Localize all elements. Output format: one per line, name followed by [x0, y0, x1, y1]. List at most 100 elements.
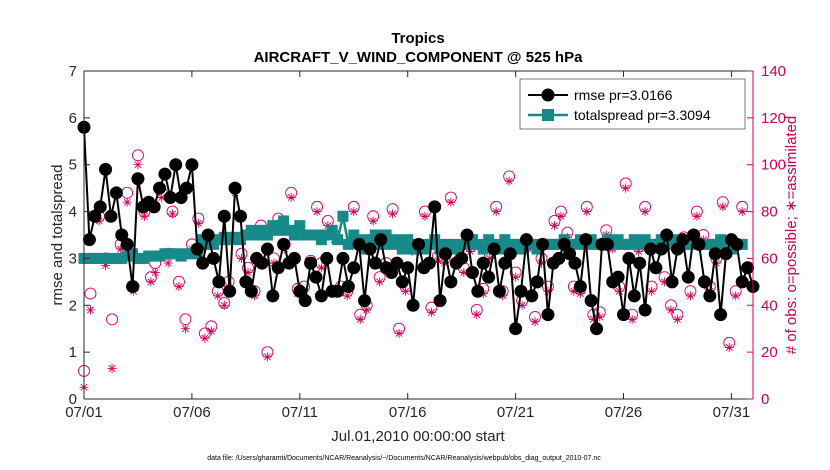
rmse-point [692, 237, 706, 251]
rmse-point [741, 261, 755, 275]
obs-assimilated-point [193, 218, 203, 228]
y-tick-label: 6 [69, 110, 77, 127]
rmse-point [617, 308, 631, 322]
obs-assimilated-point [362, 305, 372, 315]
y-right-tick-label: 80 [761, 204, 778, 221]
rmse-point [406, 298, 420, 312]
obs-assimilated-point [472, 310, 482, 320]
obs-assimilated-point [685, 291, 695, 301]
obs-assimilated-point [491, 207, 501, 217]
legend-box [519, 78, 746, 130]
rmse-point [277, 237, 291, 251]
rmse-point [309, 270, 323, 284]
rmse-point [304, 256, 318, 270]
obs-assimilated-point [549, 221, 559, 231]
rmse-point [395, 275, 409, 289]
rmse-point [212, 275, 226, 289]
y-tick-label: 3 [69, 250, 77, 267]
rmse-point [352, 237, 366, 251]
rmse-point [697, 275, 711, 289]
obs-assimilated-point [157, 193, 167, 203]
obs-assimilated-point [731, 291, 741, 301]
obs-assimilated-point [163, 258, 173, 268]
rmse-point [536, 237, 550, 251]
rmse-point [676, 233, 690, 247]
y-right-axis-ticks: 0 20 40 60 80 100 120 140 [747, 63, 786, 408]
obs-assimilated-point [504, 176, 514, 186]
rmse-point [266, 289, 280, 303]
rmse-point [444, 275, 458, 289]
rmse-point [217, 209, 231, 223]
rmse-point [627, 289, 641, 303]
rmse-series [77, 120, 760, 336]
x-axis-label: Jul.01,2010 00:00:00 start [331, 428, 505, 445]
rmse-point [492, 284, 506, 298]
rmse-point [503, 247, 517, 261]
rmse-point [147, 200, 161, 214]
totalspread-point [272, 224, 284, 236]
obs-assimilated-point [459, 267, 469, 277]
x-tick-label: 07/16 [389, 404, 427, 421]
totalspread-point [288, 229, 300, 241]
rmse-point [120, 237, 134, 251]
rmse-point [460, 228, 474, 242]
x-tick-label: 07/01 [65, 404, 103, 421]
rmse-point [298, 294, 312, 308]
rmse-point [638, 303, 652, 317]
obs-assimilated-point [582, 207, 592, 217]
y-right-tick-label: 60 [761, 250, 778, 267]
obs-assimilated-point [737, 207, 747, 217]
rmse-point [465, 265, 479, 279]
y-right-tick-label: 0 [761, 391, 769, 408]
obs-assimilated-point [517, 300, 527, 310]
obs-assimilated-point [349, 207, 359, 217]
rmse-point [228, 181, 242, 195]
obs-assimilated-point [342, 291, 352, 301]
obs-assimilated-point [116, 244, 126, 254]
obs-assimilated-point [85, 305, 95, 315]
x-axis-ticks: 07/01 07/06 07/11 07/16 07/21 07/26 07/31 [65, 71, 750, 421]
rmse-point [525, 289, 539, 303]
rmse-point [93, 200, 107, 214]
y-right-tick-label: 100 [761, 157, 786, 174]
y-tick-label: 4 [69, 204, 77, 221]
rmse-point [714, 308, 728, 322]
x-tick-label: 07/06 [173, 404, 211, 421]
totalspread-point [391, 234, 403, 246]
obs-assimilated-point [672, 314, 682, 324]
totalspread-point [429, 234, 441, 246]
totalspread-point [369, 229, 381, 241]
rmse-point [153, 181, 167, 195]
rmse-point [476, 256, 490, 270]
obs-assimilated-point [588, 314, 598, 324]
rmse-point [428, 200, 442, 214]
obs-assimilated-point [640, 207, 650, 217]
rmse-point [185, 158, 199, 172]
rmse-point [190, 242, 204, 256]
rmse-point [244, 284, 258, 298]
x-tick-label: 07/26 [605, 404, 643, 421]
rmse-point [590, 322, 604, 336]
rmse-point [223, 284, 237, 298]
rmse-point [82, 233, 96, 247]
chart-title: Tropics [391, 30, 444, 47]
x-tick-label: 07/11 [282, 404, 318, 421]
rmse-point [320, 251, 334, 265]
rmse-point [201, 228, 215, 242]
rmse-point [438, 247, 452, 261]
totalspread-point [477, 243, 489, 255]
obs-assimilated-point [122, 197, 132, 207]
obs-assimilated-point [237, 253, 247, 263]
rmse-point [368, 256, 382, 270]
totalspread-point [337, 210, 349, 222]
obs-assimilated-point [394, 328, 404, 338]
chart-subtitle: AIRCRAFT_V_WIND_COMPONENT @ 525 hPa [254, 49, 584, 66]
obs-assimilated-point [355, 314, 365, 324]
rmse-point [358, 294, 372, 308]
legend: rmse pr=3.0166 totalspread pr=3.3094 [519, 78, 746, 130]
rmse-point [735, 275, 749, 289]
obs-assimilated-point [537, 258, 547, 268]
y-tick-label: 1 [69, 344, 77, 361]
rmse-point [573, 280, 587, 294]
